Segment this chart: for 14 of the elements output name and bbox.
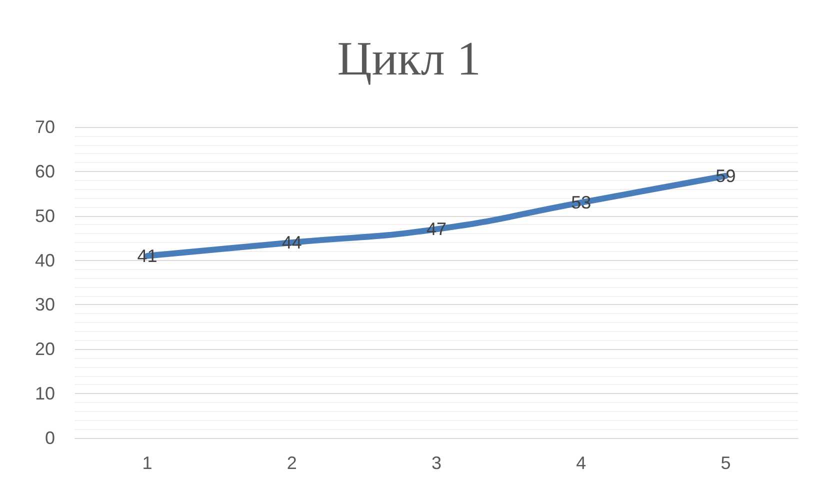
x-tick-label: 2: [286, 453, 297, 473]
y-tick-label: 50: [34, 206, 55, 226]
x-tick-label: 4: [576, 453, 586, 473]
y-tick-label: 30: [34, 294, 55, 315]
x-tick-label: 1: [142, 453, 152, 473]
chart-title: Цикл 1: [337, 32, 481, 86]
y-tick-label: 70: [34, 117, 55, 137]
y-tick-label: 20: [34, 339, 55, 360]
y-tick-label: 60: [34, 161, 55, 182]
x-tick-label: 3: [431, 453, 442, 473]
y-tick-label: 10: [34, 384, 55, 404]
x-tick-label: 5: [720, 453, 731, 473]
y-tick-label: 0: [44, 428, 55, 448]
y-tick-label: 40: [34, 250, 55, 270]
